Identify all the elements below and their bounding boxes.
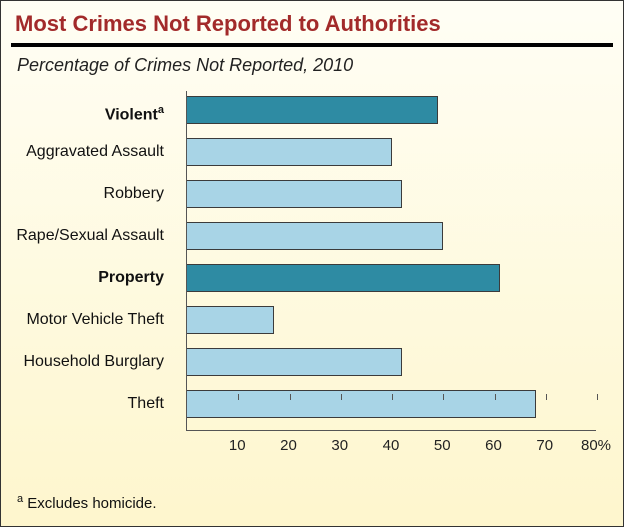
bar-row [187, 96, 438, 124]
category-label: Aggravated Assault [0, 138, 164, 166]
x-tick-label: 30 [331, 437, 348, 454]
x-tick-label: 10 [229, 437, 246, 454]
x-tick-label: 40 [383, 437, 400, 454]
x-tick-label: 80% [581, 437, 611, 454]
chart-title: Most Crimes Not Reported to Authorities [1, 1, 623, 43]
x-tick [495, 394, 496, 400]
x-tick [238, 394, 239, 400]
category-label: Robbery [0, 180, 164, 208]
chart-area: ViolentaAggravated AssaultRobberyRape/Se… [186, 91, 596, 461]
x-tick-label: 50 [434, 437, 451, 454]
bar-row [187, 180, 402, 208]
x-tick-label: 20 [280, 437, 297, 454]
category-label: Violenta [0, 96, 164, 129]
category-label: Household Burglary [0, 348, 164, 376]
bar [187, 264, 500, 292]
bar [187, 348, 402, 376]
bar-row [187, 348, 402, 376]
bar [187, 96, 438, 124]
chart-subtitle: Percentage of Crimes Not Reported, 2010 [1, 47, 623, 88]
bar [187, 180, 402, 208]
footnote: a Excludes homicide. [17, 493, 157, 512]
x-tick [392, 394, 393, 400]
bar [187, 306, 274, 334]
x-tick-label: 70 [536, 437, 553, 454]
category-label: Property [0, 264, 164, 292]
x-tick [290, 394, 291, 400]
figure-container: Most Crimes Not Reported to Authorities … [0, 0, 624, 527]
bar-row [187, 138, 392, 166]
x-tick [443, 394, 444, 400]
x-tick-label: 60 [485, 437, 502, 454]
category-label: Theft [0, 390, 164, 418]
bar [187, 222, 443, 250]
x-tick [597, 394, 598, 400]
bar [187, 138, 392, 166]
category-label: Motor Vehicle Theft [0, 306, 164, 334]
category-label: Rape/Sexual Assault [0, 222, 164, 250]
bar-row [187, 222, 443, 250]
bar-row [187, 264, 500, 292]
bar-row [187, 306, 274, 334]
x-tick [341, 394, 342, 400]
x-tick [546, 394, 547, 400]
footnote-text: Excludes homicide. [23, 495, 156, 512]
plot-region: ViolentaAggravated AssaultRobberyRape/Se… [186, 91, 596, 431]
bar [187, 390, 536, 418]
bar-row [187, 390, 536, 418]
